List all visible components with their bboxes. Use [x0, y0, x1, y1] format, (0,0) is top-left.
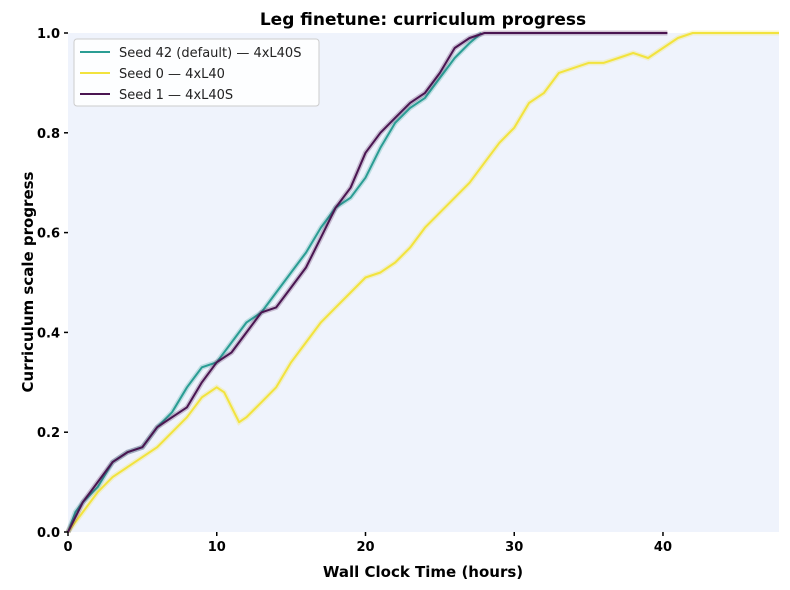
plot-area [68, 33, 779, 532]
y-tick-label: 1.0 [37, 27, 60, 42]
x-tick-label: 30 [505, 540, 523, 555]
x-axis-ticks: 0 10 20 30 40 [63, 532, 672, 555]
x-tick-label: 20 [356, 540, 374, 555]
y-tick-label: 0.6 [37, 227, 60, 242]
legend-box [73, 38, 320, 107]
series-line-seed0 [67, 32, 779, 533]
y-axis-label: Curriculum scale progress [19, 171, 37, 392]
legend-label-seed42: Seed 42 (default) — 4xL40S [119, 46, 301, 61]
x-tick-label: 0 [63, 540, 72, 555]
y-tick-label: 0.2 [37, 426, 60, 441]
y-tick-label: 0.8 [37, 127, 60, 142]
y-axis-ticks: 0.0 0.2 0.4 0.6 0.8 1.0 [37, 27, 68, 541]
x-tick-label: 10 [208, 540, 226, 555]
y-tick-label: 0.0 [37, 526, 60, 541]
x-tick-label: 40 [654, 540, 672, 555]
legend-label-seed1: Seed 1 — 4xL40S [119, 88, 233, 103]
y-tick-label: 0.4 [37, 326, 60, 341]
chart-title: Leg finetune: curriculum progress [260, 10, 586, 30]
legend-label-seed0: Seed 0 — 4xL40 [119, 67, 225, 82]
x-axis-label: Wall Clock Time (hours) [323, 563, 523, 581]
series-layer [65, 30, 779, 534]
series-line-seed1 [67, 32, 668, 533]
legend: Seed 42 (default) — 4xL40S Seed 0 — 4xL4… [73, 38, 320, 107]
